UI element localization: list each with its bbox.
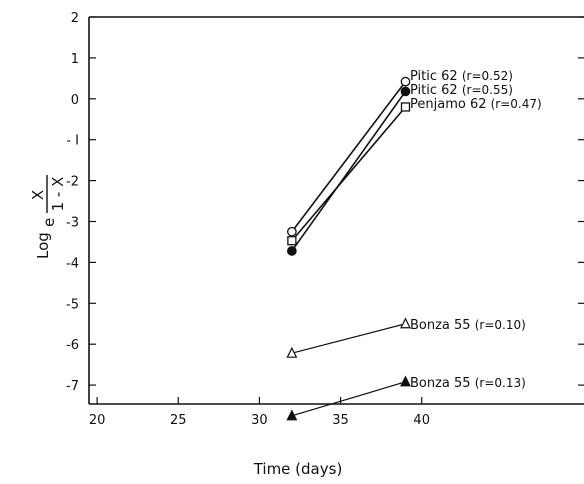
x-axis-label: Time (days) bbox=[253, 460, 343, 478]
y-label-numerator: X bbox=[29, 190, 47, 200]
x-tick-label: 30 bbox=[251, 413, 268, 428]
y-tick-label: -6 bbox=[66, 338, 79, 353]
data-point bbox=[400, 317, 411, 329]
y-label-denominator: 1 - X bbox=[49, 177, 67, 212]
y-label-subscript: e bbox=[40, 218, 58, 227]
data-point bbox=[287, 226, 297, 237]
y-tick-label: -7 bbox=[66, 379, 79, 394]
series-line bbox=[291, 106, 407, 242]
series-labels: Pitic 62 (r=0.52)Pitic 62 (r=0.55)Penjam… bbox=[410, 69, 542, 391]
series-layer bbox=[286, 76, 411, 421]
y-tick-label: 1 bbox=[71, 52, 79, 67]
x-tick-label: 25 bbox=[170, 413, 187, 428]
series-label: Bonza 55 (r=0.10) bbox=[410, 318, 526, 333]
data-point bbox=[286, 346, 298, 358]
y-tick-label: 2 bbox=[71, 11, 79, 26]
y-axis-label: Log e X 1 - X bbox=[29, 175, 67, 259]
series-label: Penjamo 62 (r=0.47) bbox=[410, 97, 542, 112]
axis-ticks: 2 1 0 - I -2 -3 -4 -5 -6 -7 20 25 30 35 40 bbox=[66, 11, 584, 428]
y-tick-label: -5 bbox=[66, 297, 79, 312]
series-label: Bonza 55 (r=0.13) bbox=[410, 376, 526, 391]
series-r-value: (r=0.47) bbox=[491, 97, 542, 111]
data-point bbox=[400, 76, 411, 87]
x-tick-label: 20 bbox=[89, 413, 106, 428]
series-label: Pitic 62 (r=0.52) bbox=[410, 69, 513, 84]
series-line bbox=[291, 90, 407, 252]
series-line bbox=[291, 323, 406, 354]
data-point bbox=[287, 246, 297, 256]
y-tick-label: - I bbox=[66, 134, 79, 149]
data-point bbox=[400, 102, 411, 112]
x-tick-label: 40 bbox=[413, 413, 430, 428]
series-r-value: (r=0.52) bbox=[462, 69, 513, 83]
y-tick-label: -3 bbox=[66, 216, 79, 231]
data-point bbox=[400, 375, 411, 387]
y-label-prefix: Log bbox=[34, 232, 52, 259]
y-tick-label: 0 bbox=[71, 93, 79, 108]
data-point bbox=[287, 236, 297, 246]
series-r-value: (r=0.10) bbox=[475, 318, 526, 332]
plot-axes bbox=[88, 16, 584, 405]
series-line bbox=[291, 381, 406, 417]
data-point bbox=[400, 86, 411, 97]
x-tick-label: 35 bbox=[332, 413, 349, 428]
series-r-value: (r=0.55) bbox=[462, 83, 513, 97]
y-tick-label: -4 bbox=[66, 256, 79, 271]
data-point bbox=[286, 409, 298, 421]
series-label: Pitic 62 (r=0.55) bbox=[410, 83, 513, 98]
series-r-value: (r=0.13) bbox=[475, 376, 526, 390]
y-tick-label: -2 bbox=[66, 175, 79, 190]
series-line bbox=[291, 81, 407, 233]
